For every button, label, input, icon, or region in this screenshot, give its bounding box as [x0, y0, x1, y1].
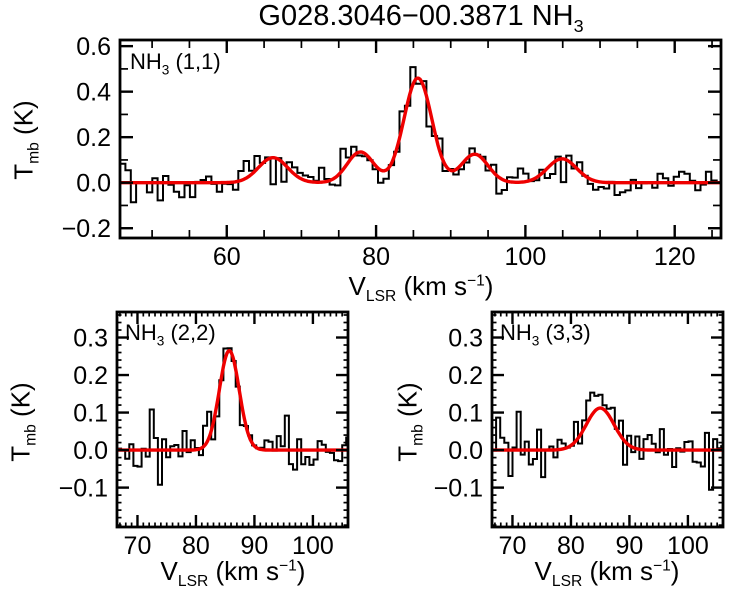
- panel-label-rest: (2,2): [164, 320, 216, 345]
- y-tick-label: 0.0: [76, 170, 111, 198]
- panel-label-sub: 3: [156, 333, 165, 349]
- x-axis-label-nh3-33: VLSR (km s−1): [535, 556, 680, 591]
- y-tick-label: 0.3: [73, 325, 108, 353]
- y-tick-label: 0.0: [73, 437, 108, 465]
- ylabel-t: T: [5, 445, 36, 462]
- xlabel-vsub: LSR: [551, 573, 583, 591]
- ylabel-unit: (K): [8, 100, 39, 143]
- y-tick-label: −0.2: [62, 215, 111, 243]
- y-tick-label: 0.3: [448, 325, 483, 353]
- x-tick-label: 70: [124, 532, 152, 560]
- figure-title-sub: 3: [573, 15, 584, 36]
- ylabel-tsub: mb: [25, 142, 43, 164]
- panel-label-text: NH: [500, 320, 532, 345]
- x-axis-label-nh3-22: VLSR (km s−1): [161, 556, 306, 591]
- y-tick-label: 0.1: [73, 400, 108, 428]
- panel-label-rest: (3,3): [539, 320, 591, 345]
- panel-label-sub: 3: [531, 333, 540, 349]
- xlabel-sup: −1: [653, 557, 671, 575]
- figure-title: G028.3046−00.3871 NH3: [258, 0, 583, 37]
- y-axis-label-nh3-33: Tmb (K): [392, 382, 427, 461]
- gaussian-fit-nh3_33: [493, 406, 722, 452]
- ylabel-t: T: [392, 445, 423, 462]
- x-tick-label: 120: [654, 243, 696, 271]
- figure-title-text: G028.3046−00.3871 NH: [258, 0, 574, 32]
- panel-label-nh3-33: NH3 (3,3): [500, 320, 591, 348]
- spectrum-histogram-nh3_33: [493, 391, 722, 491]
- xlabel-mid: (km s: [208, 556, 279, 586]
- panel-label-nh3-11: NH3 (1,1): [130, 49, 221, 77]
- xlabel-mid: (km s: [396, 271, 467, 301]
- xlabel-vsub: LSR: [365, 288, 397, 306]
- x-tick-label: 90: [616, 532, 644, 560]
- panel-label-rest: (1,1): [169, 49, 221, 74]
- x-tick-label: 70: [499, 532, 527, 560]
- gaussian-fit-nh3_22: [118, 348, 347, 452]
- ylabel-t: T: [8, 163, 39, 180]
- xlabel-sup: −1: [279, 557, 297, 575]
- xlabel-close: ): [296, 556, 306, 586]
- x-tick-label: 100: [292, 532, 334, 560]
- y-tick-label: 0.4: [76, 79, 111, 107]
- xlabel-v: V: [348, 271, 366, 301]
- xlabel-sup: −1: [467, 272, 485, 290]
- x-tick-label: 100: [505, 243, 547, 271]
- xlabel-mid: (km s: [582, 556, 653, 586]
- xlabel-vsub: LSR: [177, 573, 209, 591]
- y-tick-label: −0.1: [59, 475, 108, 503]
- axes-frame-nh3_11: [118, 38, 723, 240]
- spectrum-histogram-nh3_22: [118, 347, 347, 486]
- y-tick-label: 0.6: [76, 33, 111, 61]
- xlabel-close: ): [484, 271, 494, 301]
- ylabel-unit: (K): [392, 382, 423, 425]
- y-axis-label-nh3-22: Tmb (K): [5, 382, 40, 461]
- y-tick-label: −0.1: [434, 475, 483, 503]
- x-tick-label: 80: [362, 243, 390, 271]
- x-tick-label: 60: [213, 243, 241, 271]
- y-tick-label: 0.2: [73, 362, 108, 390]
- panel-label-sub: 3: [161, 62, 170, 78]
- y-tick-label: 0.2: [76, 124, 111, 152]
- xlabel-v: V: [160, 556, 178, 586]
- gaussian-fit-nh3_11: [121, 76, 720, 185]
- xlabel-close: ): [670, 556, 680, 586]
- x-tick-label: 90: [241, 532, 269, 560]
- ylabel-tsub: mb: [409, 424, 427, 446]
- panel-nh3-33-plot: 70 80 90 100 −0.1 0.0 0.1 0.2 0.3: [434, 310, 725, 560]
- x-tick-label: 80: [182, 532, 210, 560]
- ylabel-unit: (K): [5, 382, 36, 425]
- panel-nh3-11-plot: 60 80 100 120 −0.2 0.0 0.2 0.4 0.6: [62, 33, 723, 271]
- y-tick-label: 0.0: [448, 437, 483, 465]
- y-tick-label: 0.2: [448, 362, 483, 390]
- ylabel-tsub: mb: [22, 424, 40, 446]
- x-tick-label: 80: [557, 532, 585, 560]
- panel-label-text: NH: [125, 320, 157, 345]
- x-tick-label: 100: [667, 532, 709, 560]
- panel-nh3-22-plot: 70 80 90 100 −0.1 0.0 0.1 0.2 0.3: [59, 310, 350, 560]
- xlabel-v: V: [534, 556, 552, 586]
- panel-label-nh3-22: NH3 (2,2): [125, 320, 216, 348]
- panel-label-text: NH: [130, 49, 162, 74]
- x-axis-label-top: VLSR (km s−1): [349, 271, 494, 306]
- y-tick-label: 0.1: [448, 400, 483, 428]
- y-axis-label-top: Tmb (K): [8, 100, 43, 179]
